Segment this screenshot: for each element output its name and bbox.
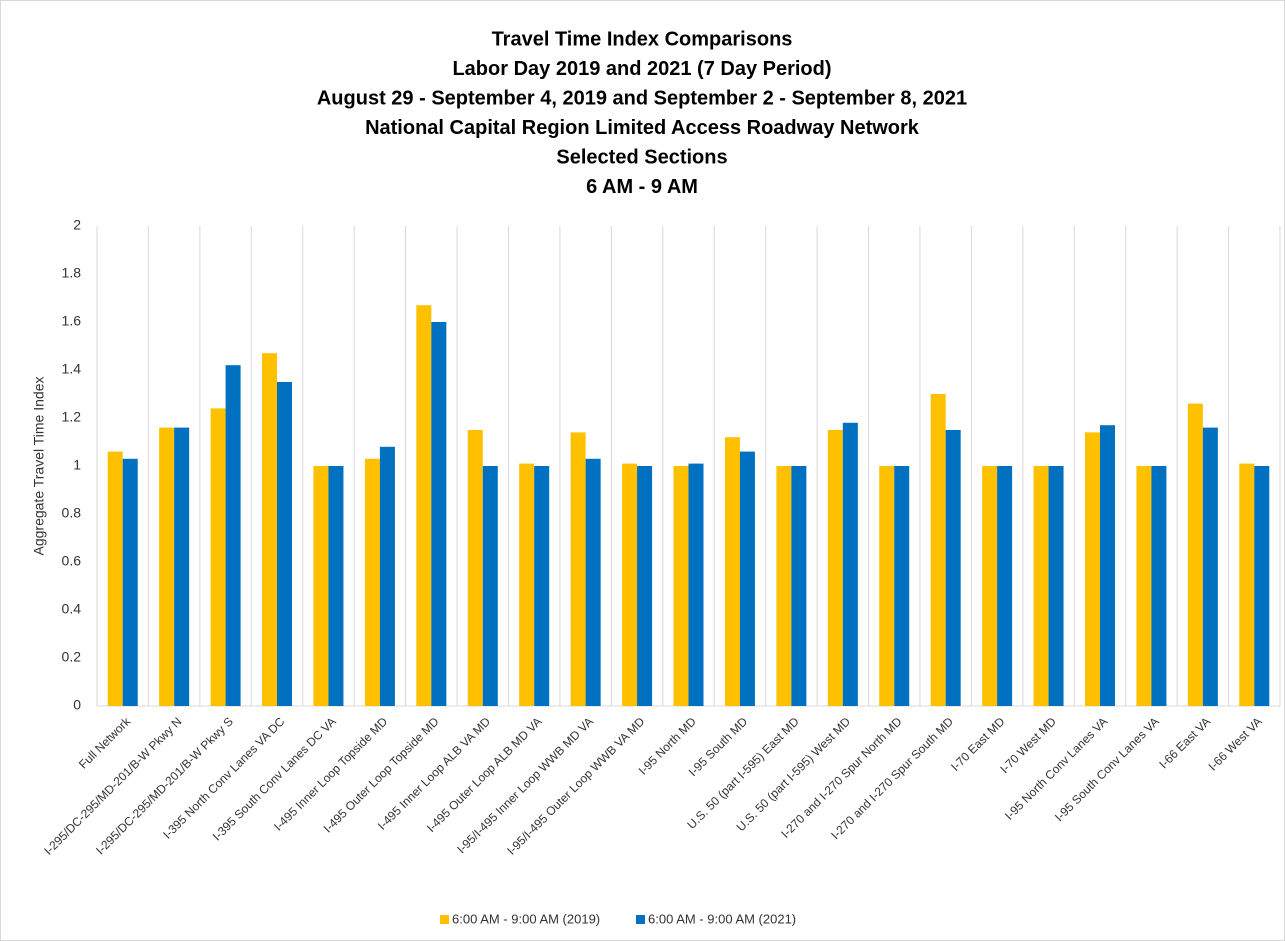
- bar: [277, 382, 293, 706]
- bar: [688, 463, 704, 706]
- y-tick-label: 0.6: [62, 553, 82, 569]
- bar: [431, 322, 447, 706]
- bar: [879, 466, 895, 706]
- bar: [1136, 466, 1152, 706]
- bar: [945, 430, 961, 706]
- bar: [637, 466, 653, 706]
- bar: [1254, 466, 1270, 706]
- legend-label: 6:00 AM - 9:00 AM (2021): [648, 911, 796, 926]
- bar: [1239, 463, 1255, 706]
- bar: [842, 422, 858, 706]
- chart-title: Labor Day 2019 and 2021 (7 Day Period): [452, 58, 831, 80]
- chart-title: August 29 - September 4, 2019 and Septem…: [317, 87, 967, 109]
- y-tick-label: 0.2: [62, 649, 82, 665]
- bar: [1187, 403, 1203, 706]
- bar: [997, 466, 1013, 706]
- bar: [519, 463, 535, 706]
- bar: [673, 466, 689, 706]
- legend-label: 6:00 AM - 9:00 AM (2019): [452, 911, 600, 926]
- bar: [622, 463, 638, 706]
- bar: [313, 466, 329, 706]
- y-tick-label: 1.2: [62, 409, 82, 425]
- bar: [791, 466, 807, 706]
- bar: [262, 353, 278, 706]
- bar: [1202, 427, 1218, 706]
- bar: [776, 466, 792, 706]
- bar: [724, 437, 740, 706]
- chart-title: 6 AM - 9 AM: [586, 176, 698, 198]
- legend-swatch: [636, 915, 645, 924]
- y-tick-label: 1.8: [62, 265, 82, 281]
- bar: [570, 432, 586, 706]
- bar: [210, 408, 226, 706]
- bar: [379, 446, 395, 706]
- bar: [1084, 432, 1100, 706]
- bar: [107, 451, 123, 706]
- y-tick-label: 1.4: [62, 361, 82, 377]
- chart-title: Selected Sections: [556, 146, 727, 168]
- bar: [159, 427, 175, 706]
- y-tick-label: 2: [73, 217, 81, 233]
- bar: [1099, 425, 1115, 706]
- y-tick-label: 1.6: [62, 313, 82, 329]
- bar: [225, 365, 241, 706]
- bar: [894, 466, 910, 706]
- y-tick-label: 0.4: [62, 601, 82, 617]
- y-tick-label: 1: [73, 457, 81, 473]
- bar: [585, 458, 601, 706]
- bar: [930, 394, 946, 706]
- bar: [328, 466, 344, 706]
- bar: [534, 466, 550, 706]
- bar: [1151, 466, 1167, 706]
- bar: [122, 458, 138, 706]
- chart-title: Travel Time Index Comparisons: [492, 28, 793, 50]
- y-tick-label: 0: [73, 697, 81, 713]
- y-tick-label: 0.8: [62, 505, 82, 521]
- bar: [416, 305, 432, 706]
- y-axis-label: Aggregate Travel Time Index: [31, 377, 47, 556]
- bar: [739, 451, 755, 706]
- bar: [827, 430, 843, 706]
- bar: [482, 466, 498, 706]
- bar: [467, 430, 483, 706]
- bar: [364, 458, 380, 706]
- chart-title: National Capital Region Limited Access R…: [365, 117, 920, 139]
- bar: [1048, 466, 1064, 706]
- bar: [982, 466, 998, 706]
- legend-swatch: [440, 915, 449, 924]
- bar: [174, 427, 190, 706]
- bar: [1033, 466, 1049, 706]
